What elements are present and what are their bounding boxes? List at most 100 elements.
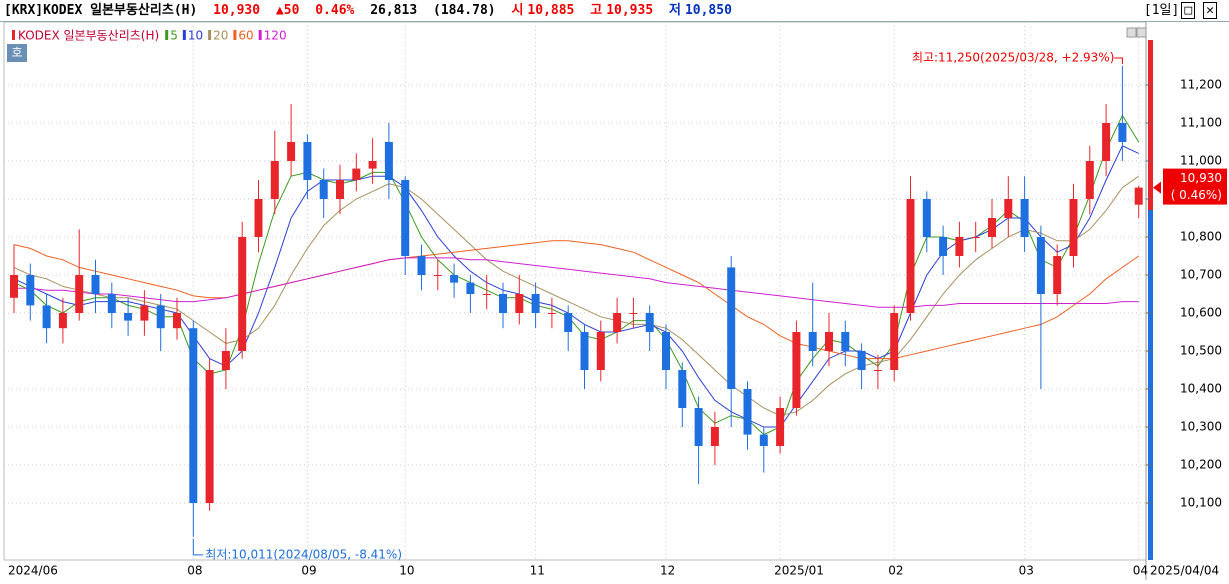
candle-body [939, 237, 948, 256]
high: 10,935 [606, 3, 654, 18]
candle-body [417, 256, 426, 275]
candle-body [613, 313, 622, 332]
x-tick-label: 03 [1019, 564, 1034, 578]
candle-body [515, 294, 524, 313]
chart: 호 11,20011,10011,00010,90010,80010,70010… [3, 21, 1227, 580]
title: [KRX]KODEX 일본부동산리츠(H) [4, 3, 198, 18]
open: 10,885 [527, 3, 575, 18]
legend-label: 120 [264, 29, 287, 43]
last-pct-label: ( 0.46%) [1171, 188, 1222, 202]
candle-body [988, 218, 996, 237]
candle-body [450, 275, 459, 283]
candle-body [499, 294, 507, 313]
candle-body [776, 408, 785, 446]
candle-body [384, 142, 393, 180]
y-tick-label: 10,800 [1180, 230, 1222, 244]
min-annotation: 최저:10,011(2024/08/05, -8.41%) [205, 547, 402, 561]
candle-body [124, 313, 133, 321]
candle-body [42, 305, 51, 329]
ma-line [13, 240, 1139, 360]
volume: 26,813 [370, 3, 418, 18]
max-annotation: 최고:11,250(2025/03/28, +2.93%) [912, 51, 1114, 65]
candle-body [336, 180, 344, 199]
x-tick-label: 09 [301, 564, 316, 578]
candle-body [10, 275, 18, 298]
plot-frame [3, 21, 1147, 561]
period[interactable]: [1일] □ ✕ [1144, 0, 1225, 21]
candle-body [189, 328, 198, 503]
candle-body [173, 313, 181, 329]
candle-body [531, 294, 540, 313]
hoga-button[interactable] [7, 44, 27, 62]
candle-body [1069, 199, 1078, 256]
candle-body [58, 313, 67, 329]
candle-body [857, 351, 866, 370]
candle-body [580, 332, 589, 370]
legend-label: 10 [188, 29, 203, 43]
candle-body [759, 434, 768, 446]
candle-body [107, 294, 116, 313]
candle-body [140, 305, 149, 321]
ma-line [13, 175, 1139, 417]
x-tick-label: 02 [888, 564, 903, 578]
y-tick-label: 10,200 [1180, 458, 1222, 472]
period-label[interactable]: [1일] [1143, 3, 1180, 18]
candle-body [547, 313, 556, 314]
mini-button[interactable] [1126, 27, 1137, 38]
legend-label: 20 [213, 29, 228, 43]
x-tick-label: 11 [530, 564, 545, 578]
ma-line [13, 145, 1139, 428]
candle-body [792, 332, 801, 408]
header: [KRX]KODEX 일본부동산리츠(H) 10,930 ▲50 0.46% 2… [0, 0, 1229, 22]
x-tick-label: 12 [660, 564, 675, 578]
candle-body [319, 180, 328, 199]
x-tick-label: 08 [187, 564, 202, 578]
candle-body [645, 313, 654, 332]
x-tick-label: 10 [399, 564, 414, 578]
low: 10,850 [684, 3, 732, 18]
candle-body [1102, 123, 1111, 161]
candle-body [1004, 199, 1013, 218]
max-arrow [1114, 57, 1123, 64]
candle-body [890, 313, 899, 370]
candle-body [287, 142, 296, 161]
candle-body [1036, 237, 1045, 294]
candle-body [841, 332, 850, 351]
candle-body [270, 161, 279, 199]
mini-close[interactable] [1136, 27, 1147, 38]
candle-body [368, 161, 377, 169]
open-label: 시 [511, 3, 524, 18]
legend-label: 60 [238, 29, 253, 43]
price: 10,930 [213, 3, 261, 18]
y-tick-label: 10,600 [1180, 306, 1222, 320]
candle-body [955, 237, 964, 256]
candle-body [1053, 256, 1062, 294]
candle-body [564, 313, 573, 332]
x-tick-label: 2025/01 [774, 564, 824, 578]
legend-label: 5 [170, 29, 178, 43]
candle-body [678, 370, 687, 408]
min-arrow [192, 538, 204, 556]
last-price-pointer [1153, 181, 1161, 194]
last-price-box [1163, 168, 1227, 205]
x-tick-label: 04 [1133, 564, 1148, 578]
side-bar-up [1148, 40, 1153, 210]
candle-body [971, 237, 980, 238]
y-tick-label: 11,200 [1180, 78, 1222, 92]
candle-body [662, 332, 670, 370]
candle-body [433, 275, 442, 276]
pct: 0.46% [315, 3, 355, 18]
candle-body [352, 168, 361, 180]
close-button[interactable]: ✕ [1203, 2, 1217, 19]
candle-body [922, 199, 931, 237]
y-tick-label: 11,000 [1180, 154, 1222, 168]
candle-body [1085, 161, 1094, 199]
candle-body [873, 370, 882, 371]
candle-body [238, 237, 247, 351]
legend-swatch [208, 30, 212, 40]
high-label: 고 [590, 3, 603, 18]
hoga-button-label[interactable]: 호 [11, 46, 22, 60]
window-buttons[interactable]: □ [1181, 2, 1196, 19]
candle-body [694, 408, 703, 446]
